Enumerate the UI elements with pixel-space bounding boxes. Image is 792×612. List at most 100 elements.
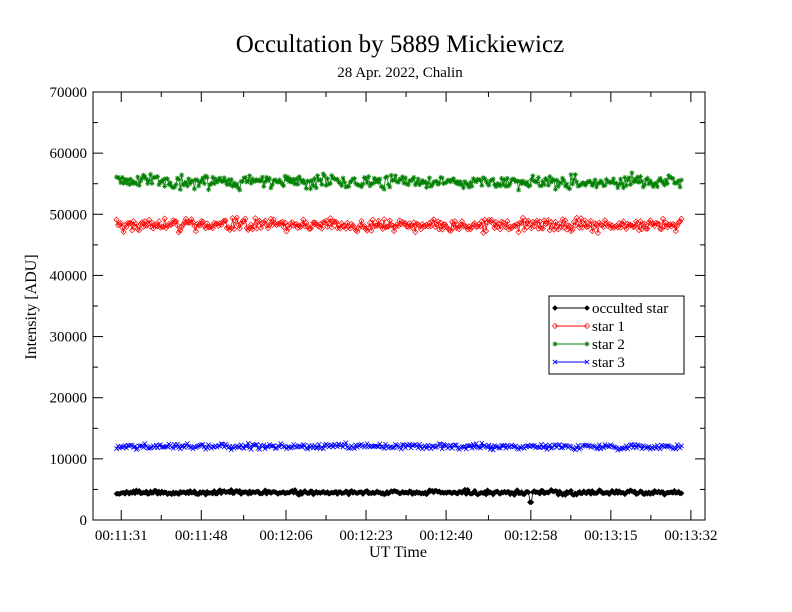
data-point: [371, 175, 377, 181]
data-point: [512, 222, 519, 230]
data-point: [639, 446, 645, 452]
data-point: [584, 181, 590, 187]
data-point: [534, 444, 540, 450]
data-point: [439, 226, 446, 233]
axes: 0 10000 20000 30000 40000 50000 60000 70000 00:1…: [50, 85, 718, 544]
data-point: [613, 445, 619, 451]
data-point: [618, 176, 624, 182]
data-point: [332, 218, 340, 225]
data-point: [577, 183, 583, 189]
data-point: [307, 225, 314, 232]
data-point: [388, 172, 394, 178]
data-point: [410, 219, 417, 226]
data-point: [123, 223, 130, 230]
data-point: [513, 443, 519, 449]
data-point: [531, 223, 538, 230]
data-point: [390, 178, 396, 184]
data-point: [560, 444, 566, 450]
data-point: [409, 443, 415, 449]
data-point: [387, 444, 393, 450]
data-point: [588, 179, 594, 185]
data-point: [576, 224, 583, 231]
data-point: [368, 227, 375, 234]
data-point: [325, 176, 330, 182]
data-point: [363, 176, 369, 182]
data-point: [473, 441, 479, 447]
x-tick-label: 00:12:06: [259, 528, 313, 544]
data-point: [334, 444, 340, 450]
data-point: [195, 221, 202, 229]
data-point: [291, 221, 299, 228]
data-point: [499, 175, 505, 181]
data-point: [250, 223, 257, 230]
data-point: [131, 444, 137, 450]
data-point: [364, 180, 370, 186]
data-point: [354, 182, 360, 188]
data-point: [261, 183, 267, 189]
data-point: [616, 182, 622, 188]
data-point: [204, 174, 210, 180]
data-point: [506, 183, 512, 189]
data-point: [373, 222, 381, 229]
data-point: [178, 223, 185, 231]
data-point: [518, 219, 525, 227]
data-point: [277, 219, 284, 226]
data-point: [556, 220, 563, 227]
data-point: [506, 444, 512, 450]
y-tick-label: 10000: [50, 452, 88, 468]
data-point: [552, 186, 558, 192]
data-point: [493, 444, 499, 450]
data-point: [138, 219, 146, 226]
data-point: [659, 215, 667, 222]
data-point: [490, 176, 496, 182]
data-point: [497, 226, 504, 233]
data-point: [572, 447, 578, 453]
data-point: [241, 175, 247, 181]
data-point: [675, 219, 682, 226]
data-point: [153, 222, 160, 229]
data-point: [469, 445, 475, 451]
data-point: [571, 177, 577, 183]
data-point: [594, 445, 599, 451]
data-point: [545, 182, 551, 188]
data-point: [654, 220, 661, 227]
data-point: [411, 174, 417, 180]
data-point: [562, 443, 568, 449]
data-point: [300, 177, 306, 183]
data-point: [116, 176, 122, 182]
data-point: [581, 180, 587, 186]
data-point: [133, 181, 139, 187]
data-point: [346, 183, 352, 189]
data-point: [135, 174, 141, 180]
data-point: [531, 178, 537, 184]
data-point: [547, 174, 553, 180]
data-point: [538, 224, 545, 232]
data-point: [378, 444, 384, 450]
data-point: [391, 444, 397, 450]
data-point: [623, 225, 630, 232]
data-point: [568, 172, 574, 178]
data-point: [351, 176, 357, 182]
data-point: [627, 222, 634, 229]
data-point: [555, 184, 561, 190]
data-point: [673, 180, 679, 186]
data-point: [584, 305, 590, 311]
data-point: [422, 443, 428, 449]
data-point: [177, 186, 183, 192]
data-point: [402, 175, 408, 181]
data-point: [479, 182, 485, 188]
data-point: [381, 186, 387, 192]
data-point: [511, 222, 518, 229]
data-point: [596, 180, 602, 186]
data-point: [126, 182, 132, 188]
data-point: [542, 220, 549, 227]
data-point: [538, 183, 544, 189]
data-point: [487, 178, 493, 184]
data-point: [370, 181, 376, 187]
data-point: [443, 179, 449, 185]
data-point: [422, 179, 428, 185]
data-point: [593, 221, 600, 228]
data-point: [667, 444, 673, 450]
data-point: [516, 187, 522, 193]
data-point: [477, 223, 484, 230]
